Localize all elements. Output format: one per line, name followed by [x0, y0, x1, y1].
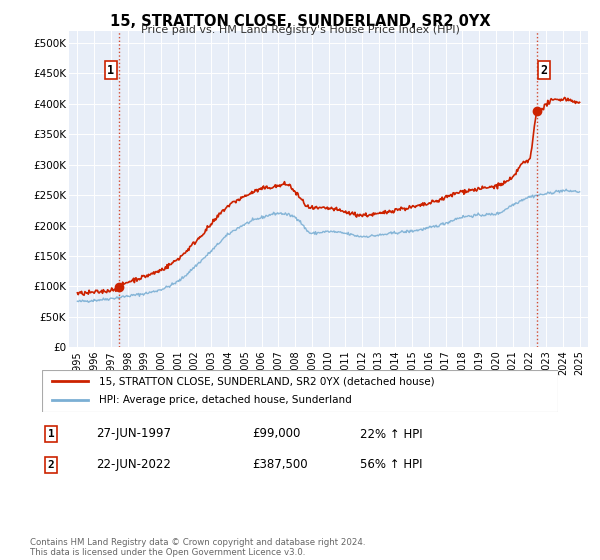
- Text: £387,500: £387,500: [252, 458, 308, 472]
- Text: 56% ↑ HPI: 56% ↑ HPI: [360, 458, 422, 472]
- Text: 27-JUN-1997: 27-JUN-1997: [96, 427, 171, 441]
- Text: Price paid vs. HM Land Registry's House Price Index (HPI): Price paid vs. HM Land Registry's House …: [140, 25, 460, 35]
- Text: £99,000: £99,000: [252, 427, 301, 441]
- Text: 22-JUN-2022: 22-JUN-2022: [96, 458, 171, 472]
- Text: Contains HM Land Registry data © Crown copyright and database right 2024.
This d: Contains HM Land Registry data © Crown c…: [30, 538, 365, 557]
- Text: 2: 2: [541, 64, 548, 77]
- Text: 15, STRATTON CLOSE, SUNDERLAND, SR2 0YX: 15, STRATTON CLOSE, SUNDERLAND, SR2 0YX: [110, 14, 490, 29]
- Text: 1: 1: [107, 64, 114, 77]
- Text: 1: 1: [47, 429, 55, 439]
- Text: 22% ↑ HPI: 22% ↑ HPI: [360, 427, 422, 441]
- Text: 15, STRATTON CLOSE, SUNDERLAND, SR2 0YX (detached house): 15, STRATTON CLOSE, SUNDERLAND, SR2 0YX …: [99, 376, 434, 386]
- Text: 2: 2: [47, 460, 55, 470]
- Text: HPI: Average price, detached house, Sunderland: HPI: Average price, detached house, Sund…: [99, 395, 352, 405]
